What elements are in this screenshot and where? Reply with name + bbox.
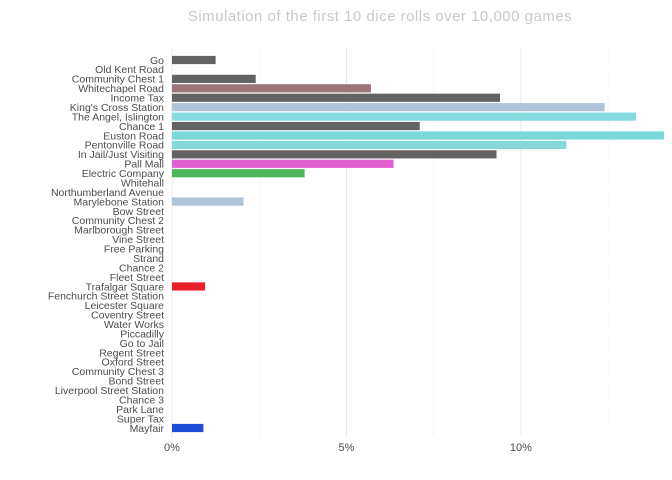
category-label: Electric Company <box>82 168 165 180</box>
bar-whitechapel-road <box>172 84 371 93</box>
category-label: King's Cross Station <box>70 102 164 114</box>
bar-chance-1 <box>172 121 420 131</box>
category-label: Mayfair <box>130 423 165 435</box>
category-label: Marlborough Street <box>74 225 164 237</box>
x-tick-label: 0% <box>164 442 180 454</box>
category-label: Chance 2 <box>119 262 164 274</box>
category-label: Vine Street <box>112 234 164 246</box>
category-label: The Angel, Islington <box>72 111 164 123</box>
bar-euston-road <box>172 131 664 140</box>
category-label: Park Lane <box>116 404 164 416</box>
bar-the-angel-islington <box>172 112 637 121</box>
chart-title: Simulation of the first 10 dice rolls ov… <box>187 8 573 25</box>
category-label: Whitehall <box>121 177 164 189</box>
bar-income-tax <box>172 93 500 102</box>
category-label: Fleet Street <box>110 272 164 284</box>
category-label: Trafalgar Square <box>86 281 165 293</box>
category-label: Coventry Street <box>91 310 164 322</box>
x-axis-tick-labels: 0% 5% 10% <box>164 442 532 454</box>
bar-in-jail-just-visiting <box>172 150 497 159</box>
category-label: Strand <box>133 253 164 265</box>
category-label: Bow Street <box>113 206 164 218</box>
category-label: Bond Street <box>109 376 165 388</box>
bar-pentonville-road <box>172 140 567 150</box>
category-label: Go to Jail <box>120 338 164 350</box>
bar-mayfair <box>172 423 204 433</box>
category-label: Marylebone Station <box>74 196 165 208</box>
category-label: Pall Mall <box>124 159 164 171</box>
category-label: Water Works <box>104 319 164 331</box>
category-label: Piccadilly <box>120 328 165 340</box>
category-label: Pentonville Road <box>85 140 165 152</box>
category-label: Community Chest 2 <box>72 215 164 227</box>
category-label: Oxford Street <box>102 357 165 369</box>
bar-pall-mall <box>172 159 394 168</box>
category-label: Community Chest 3 <box>72 366 164 378</box>
category-label: Super Tax <box>117 413 165 425</box>
x-tick-label: 5% <box>339 442 355 454</box>
category-label: Chance 3 <box>119 394 164 406</box>
bar-king-s-cross-station <box>172 103 605 112</box>
category-label: Northumberland Avenue <box>51 187 164 199</box>
category-label: Go <box>150 55 164 67</box>
category-label: Community Chest 1 <box>72 74 164 86</box>
category-label: Leicester Square <box>85 300 165 312</box>
category-label: In Jail/Just Visiting <box>78 149 164 161</box>
bar-marylebone-station <box>172 197 244 206</box>
category-label: Income Tax <box>111 93 165 105</box>
category-label: Whitechapel Road <box>78 83 164 95</box>
category-label: Fenchurch Street Station <box>48 291 164 303</box>
bar-go <box>172 55 216 65</box>
category-label: Liverpool Street Station <box>55 385 164 397</box>
bar-electric-company <box>172 169 305 178</box>
bars <box>172 55 664 433</box>
category-label: Regent Street <box>99 347 164 359</box>
category-label: Euston Road <box>103 130 164 142</box>
x-tick-label: 10% <box>510 442 532 454</box>
category-label: Free Parking <box>104 244 164 256</box>
bar-trafalgar-square <box>172 282 206 291</box>
category-label: Chance 1 <box>119 121 164 133</box>
bar-community-chest-1 <box>172 74 256 83</box>
category-label: Old Kent Road <box>95 64 164 76</box>
